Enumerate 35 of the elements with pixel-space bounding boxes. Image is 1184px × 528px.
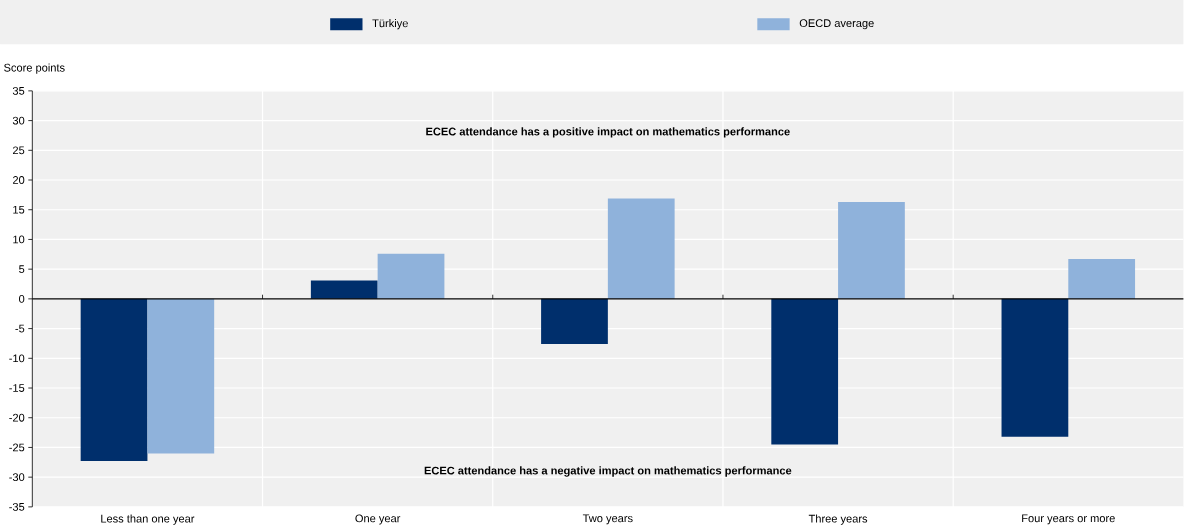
y-tick-label: 30 [12,116,25,125]
y-tick-label: -5 [15,324,25,333]
bar [607,198,675,299]
x-tick-label: Three years [808,514,868,525]
bar [541,298,608,344]
x-tick-label: Two years [582,514,633,525]
legend-label: OECD average [799,19,874,30]
y-tick-label: -15 [9,384,25,392]
y-tick-label: 15 [13,205,25,214]
x-tick-label: One year [355,514,401,525]
y-tick-label: -30 [9,473,25,482]
bar [147,298,215,454]
bar [310,280,378,299]
y-tick-label: -25 [9,443,25,452]
legend-label: Türkiye [372,19,408,30]
y-tick-label: 25 [12,146,25,155]
y-tick-label: 20 [12,176,25,184]
bar [1068,258,1136,299]
y-axis-title: Score points [4,63,65,74]
bar [838,201,905,299]
y-tick-label: 5 [19,265,25,273]
y-tick-label: -10 [9,354,25,363]
y-tick-label: -35 [9,502,25,511]
bar [80,298,148,462]
y-tick-label: 0 [19,294,25,303]
bar [1001,298,1069,437]
y-tick-label: 10 [13,235,25,244]
x-tick-label: Four years or more [1022,514,1115,525]
annotation: ECEC attendance has a positive impact on mathematics performance [426,127,790,138]
y-tick-label: 35 [12,86,25,95]
annotation: ECEC attendance has a negative impact on mathematics performance [424,466,792,477]
y-tick-label: -20 [9,413,25,422]
bar [771,298,839,445]
x-tick-label: Less than one year [101,514,195,525]
bar [377,253,445,299]
